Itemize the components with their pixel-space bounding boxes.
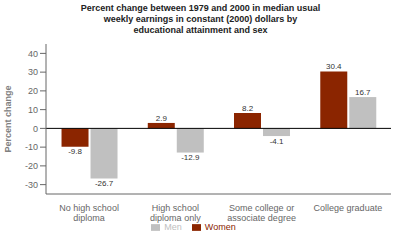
- html-text:Women: Women: [204, 222, 236, 232]
- html-text:Men: Men: [164, 222, 182, 232]
- svg-text:-20: -20: [25, 161, 38, 171]
- svg-text:8.2: 8.2: [242, 104, 254, 113]
- svg-text:-9.8: -9.8: [68, 147, 82, 156]
- svg-text:30: 30: [28, 67, 38, 77]
- svg-text:Percent change: Percent change: [8, 85, 13, 152]
- svg-text:High schooldiploma only: High schooldiploma only: [150, 203, 201, 223]
- html-text:Percent change between 1979 an: Percent change between 1979 and 2000 in …: [80, 3, 321, 35]
- svg-text:-26.7: -26.7: [95, 179, 114, 188]
- svg-text:16.7: 16.7: [355, 88, 371, 97]
- svg-text:30.4: 30.4: [326, 62, 342, 71]
- svg-text:-12.9: -12.9: [181, 153, 200, 162]
- svg-text:-30: -30: [25, 180, 38, 190]
- svg-text:0: 0: [33, 124, 38, 134]
- svg-text:No high schooldiploma: No high schooldiploma: [59, 203, 119, 223]
- svg-text:2.9: 2.9: [156, 114, 168, 123]
- svg-text:Some college orassociate degre: Some college orassociate degree: [227, 203, 296, 223]
- svg-text:40: 40: [28, 49, 38, 59]
- svg-text:College graduate: College graduate: [314, 203, 383, 213]
- svg-text:-4.1: -4.1: [270, 137, 284, 146]
- svg-text:20: 20: [28, 86, 38, 96]
- svg-text:10: 10: [28, 105, 38, 115]
- svg-text:-10: -10: [25, 142, 38, 152]
